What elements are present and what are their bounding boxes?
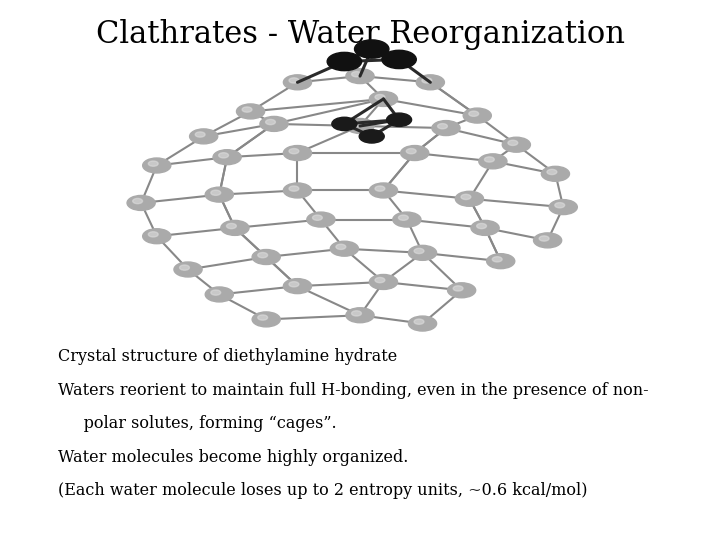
Circle shape [471,220,499,235]
Circle shape [132,198,143,204]
Text: Crystal structure of diethylamine hydrate: Crystal structure of diethylamine hydrat… [58,348,397,365]
Circle shape [414,319,424,325]
Circle shape [221,220,249,235]
Circle shape [179,265,189,270]
Circle shape [375,186,385,191]
Circle shape [479,154,507,169]
Text: Clathrates - Water Reorganization: Clathrates - Water Reorganization [96,19,624,50]
Circle shape [258,315,268,320]
Circle shape [369,274,397,289]
Circle shape [359,130,384,143]
Circle shape [393,212,421,227]
Circle shape [448,283,476,298]
Circle shape [307,212,335,227]
Circle shape [469,111,479,116]
Text: polar solutes, forming “cages”.: polar solutes, forming “cages”. [58,415,336,432]
Circle shape [453,286,463,291]
Circle shape [541,166,570,181]
Circle shape [336,244,346,249]
Circle shape [549,200,577,214]
Circle shape [252,249,280,265]
Circle shape [227,224,236,228]
Circle shape [205,287,233,302]
Circle shape [432,120,460,136]
Circle shape [346,308,374,323]
Circle shape [387,113,412,126]
Circle shape [148,232,158,237]
Circle shape [503,137,531,152]
Circle shape [508,140,518,145]
Circle shape [205,187,233,202]
Circle shape [330,241,359,256]
Circle shape [382,50,416,69]
Circle shape [284,279,312,294]
Circle shape [284,146,312,160]
Circle shape [422,78,432,83]
Circle shape [258,253,268,258]
Circle shape [284,183,312,198]
Circle shape [242,107,252,112]
Circle shape [414,248,424,254]
Circle shape [375,94,385,100]
Circle shape [252,312,280,327]
Circle shape [312,215,323,220]
Circle shape [477,224,487,228]
Circle shape [327,52,361,71]
Circle shape [406,148,416,154]
Text: Water molecules become highly organized.: Water molecules become highly organized. [58,449,408,465]
Circle shape [463,108,491,123]
Circle shape [375,278,385,283]
Circle shape [438,124,447,129]
Circle shape [487,254,515,269]
Circle shape [195,132,205,137]
Circle shape [213,150,241,165]
Circle shape [174,262,202,277]
Circle shape [351,72,361,77]
Circle shape [369,183,397,198]
Circle shape [354,40,389,58]
Circle shape [351,122,361,127]
Circle shape [398,215,408,220]
Circle shape [127,195,156,211]
Circle shape [555,202,564,208]
Circle shape [260,117,288,131]
Circle shape [351,310,361,316]
Circle shape [534,233,562,248]
Circle shape [400,146,429,160]
Circle shape [143,158,171,173]
Circle shape [236,104,265,119]
Circle shape [211,290,221,295]
Circle shape [289,186,299,191]
Text: Waters reorient to maintain full H-bonding, even in the presence of non-: Waters reorient to maintain full H-bondi… [58,382,648,399]
Circle shape [289,148,299,154]
Circle shape [416,75,444,90]
Circle shape [408,316,436,331]
Circle shape [492,256,502,262]
Circle shape [461,194,471,199]
Circle shape [346,118,374,133]
Circle shape [346,69,374,84]
Circle shape [219,153,228,158]
Circle shape [539,236,549,241]
Circle shape [289,282,299,287]
Circle shape [369,91,397,106]
Circle shape [408,245,436,260]
Circle shape [332,117,357,131]
Circle shape [547,170,557,174]
Text: (Each water molecule loses up to 2 entropy units, ~0.6 kcal/mol): (Each water molecule loses up to 2 entro… [58,482,587,499]
Circle shape [266,119,276,125]
Circle shape [284,75,312,90]
Circle shape [143,229,171,244]
Circle shape [289,78,299,83]
Circle shape [189,129,217,144]
Circle shape [485,157,495,162]
Circle shape [148,161,158,166]
Circle shape [455,191,484,206]
Circle shape [211,190,221,195]
